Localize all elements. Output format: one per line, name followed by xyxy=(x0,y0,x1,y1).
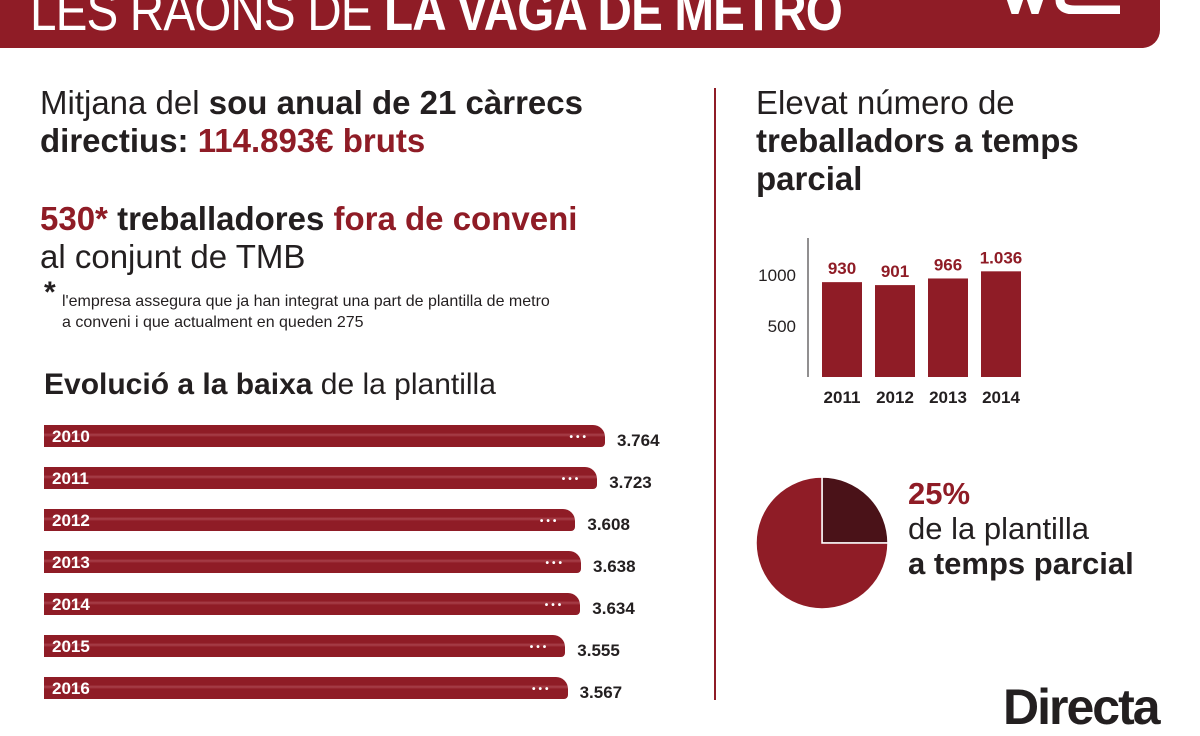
bar-2010: 2010 ••• xyxy=(44,425,605,447)
bar-value-label: 930 xyxy=(828,259,856,278)
bar-2014 xyxy=(981,271,1021,377)
bar-year-label: 2015 xyxy=(52,637,90,656)
bar-value-label: 1.036 xyxy=(980,248,1023,267)
footnote-star: * xyxy=(44,276,56,309)
pie-slice-temps-parcial xyxy=(821,476,889,544)
footnote: l'empresa assegura que ja han integrat u… xyxy=(62,291,550,333)
bar-year-label: 2010 xyxy=(52,427,90,446)
title-bold: LA VAGA DE METRO xyxy=(383,0,843,42)
bar-2012 xyxy=(875,285,915,377)
parttime-line2: treballadors a temps xyxy=(756,122,1079,159)
salary-line2a: directius: xyxy=(40,122,198,159)
salary-line1b: sou anual de 21 càrrecs xyxy=(208,84,583,121)
bar-value-label: 966 xyxy=(934,255,962,274)
bar-2015: 2015 ••• xyxy=(44,635,566,657)
metro-logo-icon xyxy=(1006,0,1120,14)
pie-text: 25% de la plantilla a temps parcial xyxy=(908,476,1134,581)
bar-year-label: 2012 xyxy=(52,511,90,530)
salary-line1a: Mitjana del xyxy=(40,84,209,121)
train-dots-icon: ••• xyxy=(532,684,552,695)
bar-2011: 2011 ••• xyxy=(44,467,598,489)
train-dots-icon: ••• xyxy=(544,600,565,611)
page-title: LES RAONS DE LA VAGA DE METRO xyxy=(30,0,843,43)
bar-value-label: 3.567 xyxy=(579,683,623,702)
x-tick-label: 2012 xyxy=(876,388,914,407)
outside-red: fora de conveni xyxy=(333,200,578,237)
bar-value-label: 3.764 xyxy=(617,431,660,450)
bar-2013 xyxy=(928,278,968,377)
header-banner: LES RAONS DE LA VAGA DE METRO xyxy=(0,0,1160,48)
bar-year-label: 2014 xyxy=(52,595,90,614)
bar-value-label: 3.608 xyxy=(587,515,630,534)
train-dots-icon: ••• xyxy=(569,432,589,443)
y-tick-label: 500 xyxy=(768,317,796,336)
outside-mid: treballadores xyxy=(107,200,334,237)
bar-2013: 2013 ••• xyxy=(44,551,582,573)
column-divider xyxy=(714,88,716,700)
y-tick-label: 1000 xyxy=(758,266,796,285)
bar-2011 xyxy=(822,282,862,377)
train-dots-icon: ••• xyxy=(545,558,566,569)
bar-2014: 2014 ••• xyxy=(44,593,581,615)
evolution-title-bold: Evolució a la baixa xyxy=(44,368,313,401)
evolution-title: Evolució a la baixa de la plantilla xyxy=(44,368,496,402)
evolution-title-light: de la plantilla xyxy=(312,368,496,401)
bar-year-label: 2011 xyxy=(52,469,89,488)
x-tick-label: 2013 xyxy=(929,388,967,407)
bar-2012: 2012 ••• xyxy=(44,509,576,531)
pie-slice-resta xyxy=(755,476,889,610)
salary-amount: 114.893€ bruts xyxy=(197,122,426,159)
x-tick-label: 2011 xyxy=(824,388,861,407)
bar-value-label: 901 xyxy=(881,262,909,281)
bar-value-label: 3.634 xyxy=(592,599,635,618)
x-tick-label: 2014 xyxy=(982,388,1020,407)
parttime-pie-chart xyxy=(755,476,889,610)
parttime-line3: parcial xyxy=(756,160,863,197)
parttime-line1: Elevat número de xyxy=(756,84,1015,121)
pie-line2: de la plantilla xyxy=(908,511,1089,546)
footnote-line2: a conveni i que actualment en queden 275 xyxy=(62,314,364,331)
title-light: LES RAONS DE xyxy=(30,0,384,42)
pie-percent: 25% xyxy=(908,476,971,511)
footnote-line1: l'empresa assegura que ja han integrat u… xyxy=(62,293,550,310)
parttime-title: Elevat número de treballadors a temps pa… xyxy=(756,84,1079,198)
outside-agreement-text: 530* treballadores fora de conveni al co… xyxy=(40,200,577,276)
parttime-bar-chart: 500 1000 930 2011 901 2012 966 2013 1.036 2014 xyxy=(758,238,1023,407)
train-dots-icon: ••• xyxy=(539,516,560,527)
bar-year-label: 2013 xyxy=(52,553,90,572)
train-dots-icon: ••• xyxy=(529,642,550,653)
bar-value-label: 3.638 xyxy=(593,557,636,576)
bar-value-label: 3.723 xyxy=(609,473,652,492)
salary-text: Mitjana del sou anual de 21 càrrecs dire… xyxy=(40,84,583,160)
outside-line2: al conjunt de TMB xyxy=(40,238,306,275)
bar-value-label: 3.555 xyxy=(577,641,620,660)
pie-line3: a temps parcial xyxy=(908,546,1134,581)
train-dots-icon: ••• xyxy=(561,474,582,485)
bar-year-label: 2016 xyxy=(52,679,90,698)
directa-logo: Directa xyxy=(1003,679,1161,735)
bar-2016: 2016 ••• xyxy=(44,677,568,699)
outside-count: 530* xyxy=(40,200,108,237)
